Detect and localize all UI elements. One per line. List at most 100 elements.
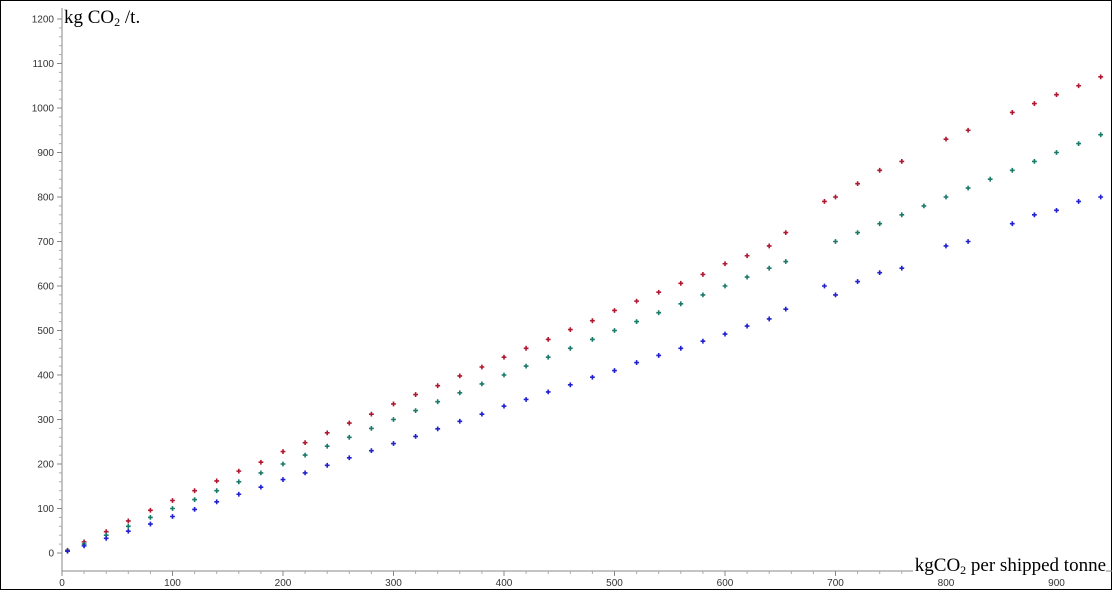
upper-series-point <box>170 498 175 503</box>
x-tick-label: 700 <box>827 578 844 589</box>
middle-series-point <box>346 434 352 440</box>
lower-series-point <box>302 470 308 476</box>
lower-series-point <box>766 316 772 322</box>
middle-series-point <box>545 354 551 360</box>
lower-series-point <box>656 353 662 358</box>
lower-series-point <box>346 455 352 461</box>
lower-series-point <box>369 448 374 454</box>
middle-series-point <box>722 283 728 289</box>
upper-series-point <box>457 373 463 379</box>
upper-series-point <box>258 459 264 465</box>
lower-series-point <box>479 411 485 417</box>
lower-series-point <box>678 345 684 351</box>
lower-series-point <box>81 543 87 549</box>
middle-series-point <box>987 176 993 182</box>
middle-series-point <box>877 221 883 227</box>
upper-series-point <box>1054 92 1059 98</box>
lower-series-point <box>700 338 706 344</box>
scatter-points <box>65 74 1104 554</box>
upper-series-point <box>766 243 772 249</box>
upper-series-point <box>1032 101 1037 106</box>
middle-series-point <box>634 319 639 324</box>
x-axis-label-text: kgCO <box>914 555 961 576</box>
upper-series-point <box>877 167 883 173</box>
lower-series-point <box>125 528 131 534</box>
x-tick-label: 600 <box>717 578 734 589</box>
y-ticks: 0 100 200 300 400 500 600 700 800 900 1000 1100 1200 <box>32 15 62 560</box>
lower-series-point <box>435 426 441 432</box>
middle-series-point <box>766 265 772 271</box>
middle-series-point <box>391 417 396 422</box>
y-axis-label: kg CO2 /t. <box>64 8 141 29</box>
upper-series-point <box>125 518 131 524</box>
middle-series-point <box>700 292 706 298</box>
upper-series-point <box>899 159 905 164</box>
lower-series-point <box>1076 199 1081 204</box>
lower-series-point <box>943 243 949 249</box>
x-tick-label: 200 <box>275 578 292 589</box>
middle-series-point <box>855 230 860 235</box>
lower-series-point <box>192 506 197 512</box>
x-tick-label: 100 <box>164 578 181 589</box>
upper-series-point <box>214 478 220 484</box>
lower-series-point <box>899 265 905 271</box>
upper-series-point <box>501 354 507 360</box>
lower-series-point <box>833 292 838 298</box>
lower-series-point <box>170 514 175 519</box>
y-axis-label-subscript: 2 <box>114 15 121 29</box>
x-tick-label: 800 <box>938 578 955 589</box>
lower-series-point <box>391 441 396 446</box>
upper-series-point <box>634 298 639 304</box>
upper-series-point <box>1009 110 1015 115</box>
middle-series-point <box>965 185 971 191</box>
middle-series-point <box>656 310 662 316</box>
y-tick-label: 0 <box>48 549 54 560</box>
upper-series-point <box>148 507 153 513</box>
upper-series-point <box>302 440 308 446</box>
y-tick-label: 200 <box>37 460 54 471</box>
middle-series-point <box>1076 141 1081 146</box>
middle-series-point <box>236 479 242 485</box>
y-tick-label: 1100 <box>32 59 54 70</box>
upper-series-point <box>612 308 617 313</box>
y-tick-label: 400 <box>37 371 54 382</box>
x-axis-label-unit: per shipped tonne <box>966 555 1106 576</box>
middle-series-point <box>258 470 264 476</box>
lower-series-point <box>280 477 286 482</box>
upper-series-point <box>192 488 197 494</box>
upper-series-point <box>722 261 728 267</box>
lower-series-point <box>324 462 330 468</box>
middle-series-point <box>1032 159 1037 164</box>
middle-series-point <box>921 203 927 209</box>
middle-series-point <box>678 301 684 307</box>
upper-series-point <box>656 289 662 295</box>
upper-series-point <box>236 468 242 474</box>
x-tick-label: 500 <box>606 578 623 589</box>
middle-series-point <box>833 239 838 244</box>
lower-series-point <box>855 279 860 284</box>
upper-series-point <box>346 420 352 426</box>
upper-series-point <box>413 392 418 397</box>
x-axis-label: kgCO2 per shipped tonne <box>912 555 1106 576</box>
lower-series-point <box>545 389 551 395</box>
lower-series-point <box>590 374 595 380</box>
middle-series-point <box>1009 167 1015 173</box>
lower-series-point <box>877 270 883 276</box>
middle-series-point <box>590 337 595 342</box>
x-tick-label: 300 <box>385 578 402 589</box>
y-tick-label: 100 <box>37 504 54 515</box>
x-tick-label: 900 <box>1048 578 1065 589</box>
upper-series-point <box>833 194 838 200</box>
upper-series-point <box>965 127 971 133</box>
upper-series-point <box>855 181 860 187</box>
x-tick-label: 400 <box>496 578 513 589</box>
upper-series-point <box>1076 83 1081 89</box>
middle-series-point <box>612 328 617 333</box>
middle-series-point <box>125 523 131 529</box>
y-tick-label: 500 <box>37 326 54 337</box>
upper-series-point <box>435 383 441 389</box>
middle-series-point <box>744 274 750 280</box>
middle-series-point <box>1098 132 1104 138</box>
middle-series-point <box>1054 150 1059 155</box>
